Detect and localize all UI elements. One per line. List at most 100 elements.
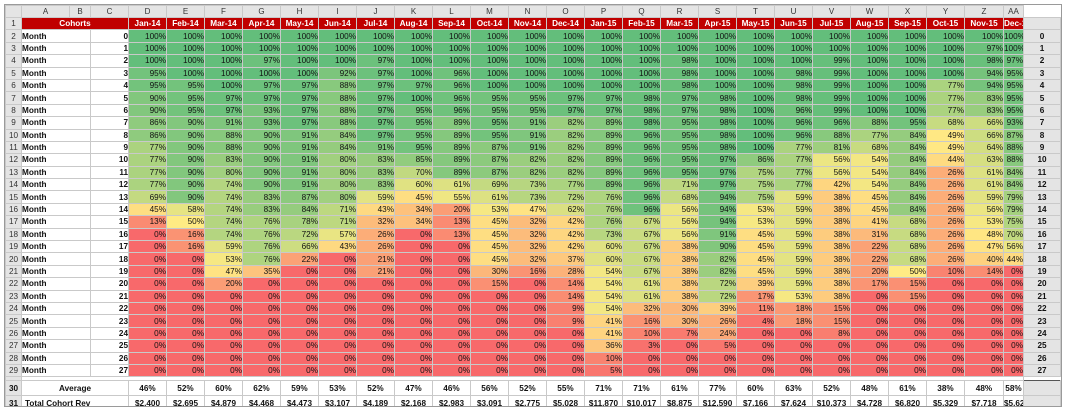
retention-cell[interactable]: 84% [888,153,927,167]
retention-cell[interactable]: 0% [888,314,927,328]
month-label[interactable]: Month [21,314,91,328]
retention-cell[interactable]: 100% [508,29,547,43]
retention-cell[interactable]: 41% [584,314,623,328]
column-header[interactable]: J [356,5,395,18]
retention-cell[interactable]: 82% [508,153,547,167]
retention-cell[interactable]: 100% [584,78,623,93]
retention-cell[interactable]: 97% [698,165,737,180]
retention-cell[interactable]: 0% [546,339,585,353]
retention-cell[interactable]: 100% [698,78,737,93]
retention-cell[interactable]: 91% [280,178,319,192]
retention-cell[interactable]: 42% [546,215,585,229]
month-label[interactable]: Month [21,41,91,56]
summary-value[interactable]: $6,820 [888,395,927,406]
month-header[interactable]: Mar-14 [204,16,243,31]
retention-cell[interactable]: 100% [394,41,433,56]
month-index[interactable]: 16 [90,227,129,242]
row-number[interactable]: 17 [5,215,22,229]
summary-value[interactable]: 77% [698,380,737,397]
retention-cell[interactable]: 0% [736,363,775,378]
retention-cell[interactable]: 86% [128,128,167,142]
retention-cell[interactable]: 0% [1003,277,1024,291]
month-header[interactable]: Oct-15 [926,16,965,31]
retention-cell[interactable]: 98% [698,128,737,142]
retention-cell[interactable]: 100% [660,41,699,56]
retention-cell[interactable]: 66% [280,240,319,254]
retention-cell[interactable]: 95% [394,116,433,130]
retention-cell[interactable]: 0% [166,339,205,353]
retention-cell[interactable]: 88% [318,91,357,105]
retention-cell[interactable]: 87% [280,190,319,204]
retention-cell[interactable]: 82% [546,140,585,155]
retention-cell[interactable]: 0% [242,326,281,341]
month-index[interactable]: 8 [90,128,129,142]
month-label[interactable]: Month [21,326,91,341]
retention-cell[interactable]: 0% [128,289,167,304]
retention-cell[interactable]: 0% [926,314,965,328]
summary-value[interactable]: 52% [356,380,395,397]
month-index[interactable]: 1 [90,41,129,56]
month-label[interactable]: Month [21,363,91,378]
retention-cell[interactable]: 95% [508,103,547,118]
retention-cell[interactable]: 53% [736,202,775,217]
column-header[interactable]: U [774,5,813,18]
retention-cell[interactable]: 0% [204,314,243,328]
summary-value[interactable]: $8,875 [660,395,699,406]
retention-cell[interactable]: 77% [926,91,965,105]
retention-cell[interactable]: 0% [394,301,433,316]
row-number[interactable]: 5 [5,66,22,80]
retention-cell[interactable]: 96% [432,91,471,105]
retention-cell[interactable]: 0% [356,289,395,304]
retention-cell[interactable]: 0% [964,351,1004,365]
month-header[interactable]: May-15 [736,16,775,31]
retention-cell[interactable]: 94% [964,78,1004,93]
month-header[interactable]: Aug-14 [394,16,433,31]
retention-cell[interactable]: 90% [242,165,281,180]
retention-cell[interactable]: 26% [698,314,737,328]
retention-cell[interactable]: 53% [470,202,509,217]
retention-cell[interactable]: 45% [850,202,889,217]
retention-cell[interactable]: 30% [470,264,509,279]
retention-cell[interactable]: 71% [318,202,357,217]
retention-cell[interactable]: 38% [812,277,851,291]
row-number[interactable]: 18 [5,227,22,242]
retention-cell[interactable]: 0% [128,227,167,242]
retention-cell[interactable]: 97% [356,91,395,105]
retention-cell[interactable]: 74% [204,202,243,217]
retention-cell[interactable]: 16% [508,264,547,279]
retention-cell[interactable]: 94% [698,202,737,217]
retention-cell[interactable]: 0% [280,277,319,291]
retention-cell[interactable]: 75% [736,178,775,192]
cohorts-header[interactable]: Cohorts [21,16,129,31]
retention-cell[interactable]: 86% [736,153,775,167]
retention-cell[interactable]: 80% [318,153,357,167]
retention-cell[interactable]: 84% [888,165,927,180]
summary-value[interactable]: 48% [964,380,1004,397]
retention-cell[interactable]: 97% [1003,54,1024,68]
summary-value[interactable]: 61% [888,380,927,397]
summary-value[interactable]: 59% [280,380,319,397]
retention-cell[interactable]: 95% [660,153,699,167]
month-index[interactable]: 27 [90,363,129,378]
retention-cell[interactable]: 97% [546,91,585,105]
retention-cell[interactable]: 4% [736,314,775,328]
retention-cell[interactable]: 70% [1003,227,1024,242]
retention-cell[interactable]: 82% [698,264,737,279]
retention-cell[interactable]: 96% [622,190,661,204]
row-number[interactable]: 15 [5,190,22,204]
retention-cell[interactable]: 0% [128,240,167,254]
retention-cell[interactable]: 0% [356,363,395,378]
retention-cell[interactable]: 96% [432,66,471,80]
retention-cell[interactable]: 97% [242,54,281,68]
retention-cell[interactable]: 32% [508,240,547,254]
month-label[interactable]: Month [21,227,91,242]
retention-cell[interactable]: 97% [546,103,585,118]
column-header[interactable]: L [432,5,471,18]
retention-cell[interactable]: 28% [546,264,585,279]
retention-cell[interactable]: 0% [698,351,737,365]
summary-value[interactable]: 62% [242,380,281,397]
retention-cell[interactable]: 0% [660,351,699,365]
month-header[interactable]: Jun-15 [774,16,813,31]
retention-cell[interactable]: 76% [242,227,281,242]
month-index[interactable]: 13 [90,190,129,204]
